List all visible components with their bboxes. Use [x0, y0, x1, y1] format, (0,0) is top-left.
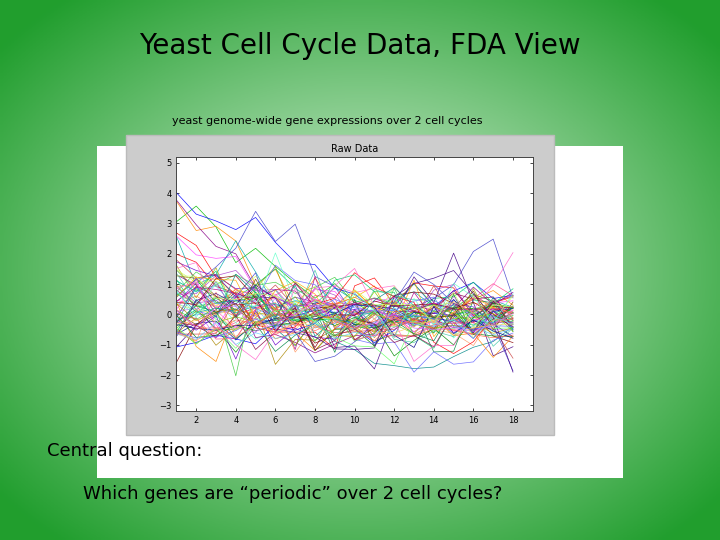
Text: Yeast Cell Cycle Data, FDA View: Yeast Cell Cycle Data, FDA View: [139, 32, 581, 60]
Title: Raw Data: Raw Data: [331, 144, 378, 154]
FancyBboxPatch shape: [97, 146, 623, 478]
Text: Which genes are “periodic” over 2 cell cycles?: Which genes are “periodic” over 2 cell c…: [83, 485, 502, 503]
FancyBboxPatch shape: [126, 135, 554, 435]
Text: yeast genome-wide gene expressions over 2 cell cycles: yeast genome-wide gene expressions over …: [172, 117, 483, 126]
Text: Central question:: Central question:: [47, 442, 202, 460]
